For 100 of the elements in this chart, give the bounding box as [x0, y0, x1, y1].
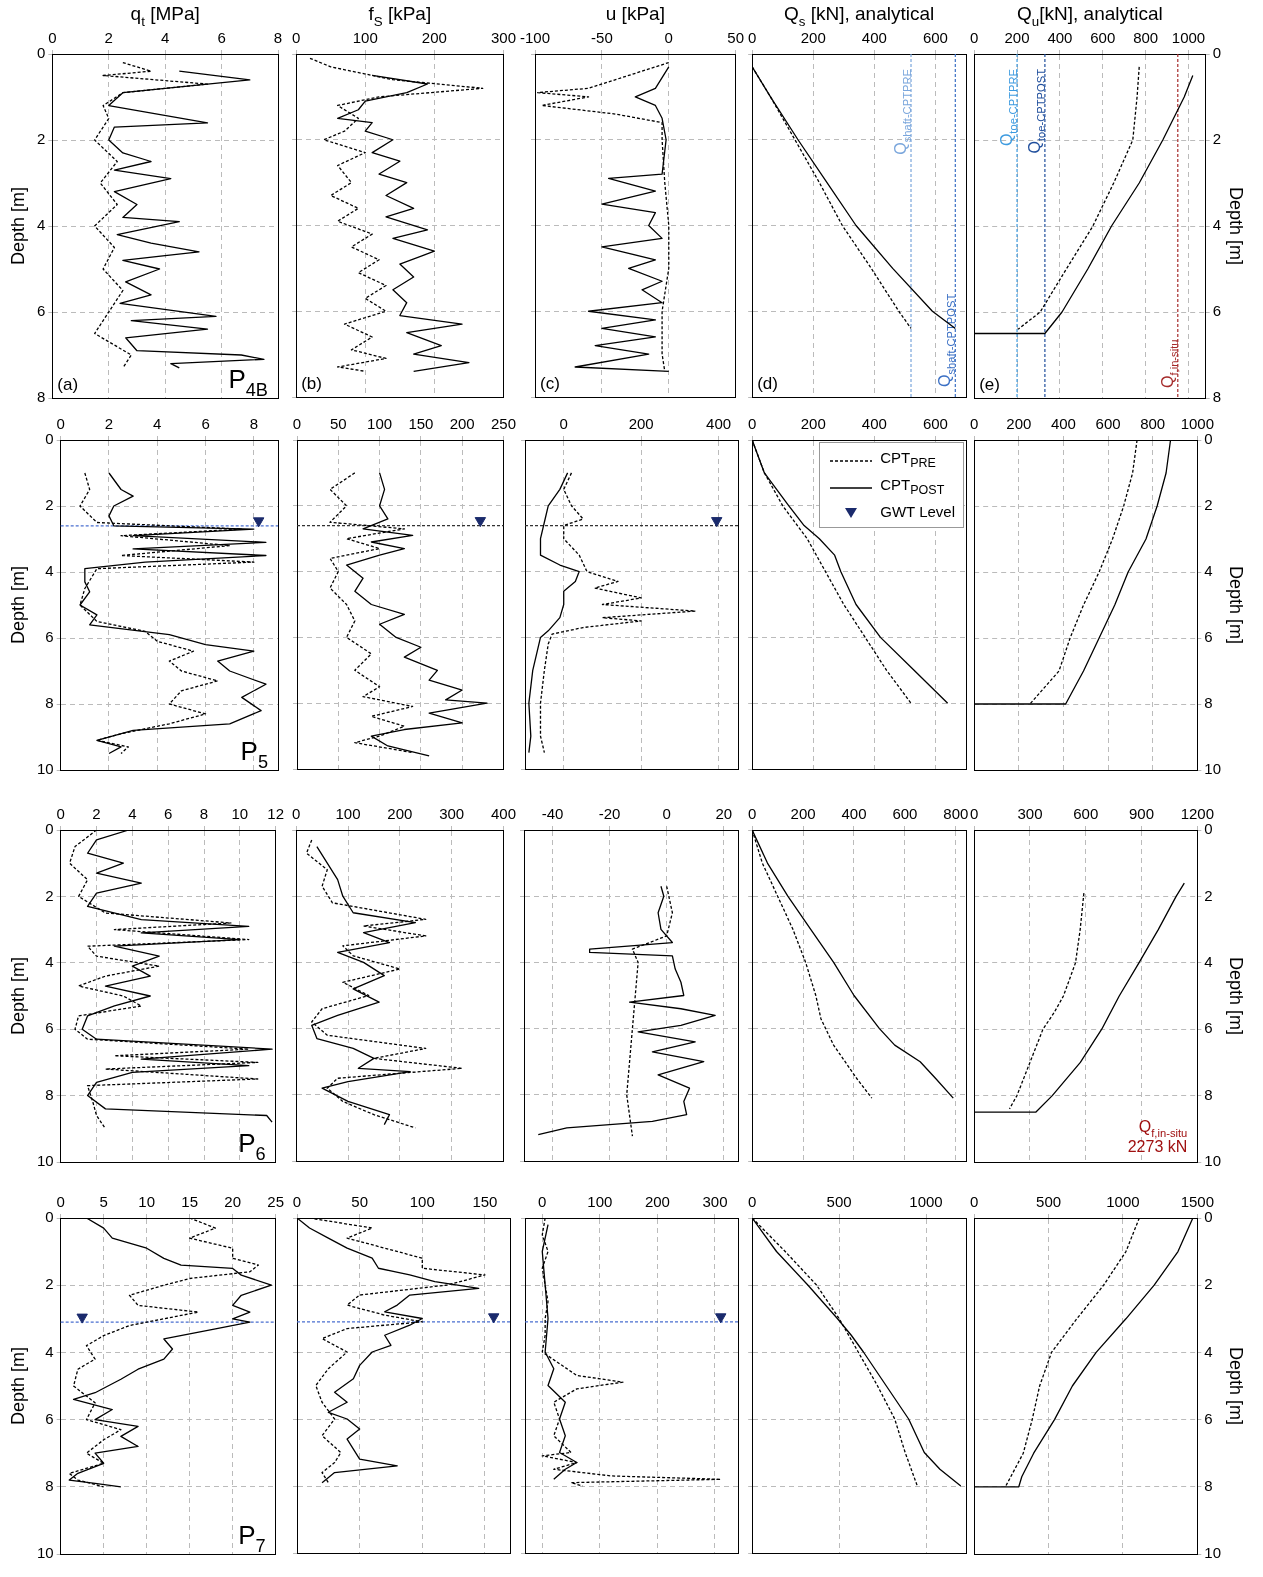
x-tick-label: 0 [662, 805, 671, 823]
x-tick-label: 200 [449, 415, 475, 433]
x-tick-label: 1000 [1171, 29, 1206, 47]
x-tick-label: 10 [231, 805, 249, 823]
x-tick-label: 150 [472, 1193, 498, 1211]
y-tick-label: 10 [1204, 760, 1221, 778]
text: (b) [301, 374, 322, 393]
x-tick-label: 20 [224, 1193, 242, 1211]
x-tick-label: 6 [201, 415, 210, 433]
y-tick-label: 0 [1212, 44, 1221, 62]
x-tick-label: 0 [664, 29, 673, 47]
x-tick-label: 400 [1050, 415, 1076, 433]
y-tick-label: 8 [1204, 1085, 1213, 1103]
x-axis-title: u [kPa] [605, 3, 665, 24]
y-tick-label: 2 [45, 1275, 54, 1293]
x-tick-label: 0 [292, 415, 302, 433]
y-tick-label: 6 [45, 1409, 54, 1427]
x-tick-label: 0 [292, 805, 301, 823]
ref-line-label: Qshaft-CPTPOST [936, 293, 958, 387]
x-tick-label: 50 [329, 415, 347, 433]
y-tick-label: 6 [45, 1019, 54, 1037]
y-tick-label: 2 [1204, 496, 1213, 514]
y-axis-title: Depth [m] [1226, 186, 1246, 266]
y-tick-label: 0 [1204, 430, 1213, 448]
x-tick-label: 0 [292, 29, 301, 47]
x-tick-label: 1000 [1180, 415, 1214, 433]
y-tick-label: 4 [45, 562, 54, 580]
annotation: 2273 kN [1127, 1138, 1188, 1155]
x-tick-label: 300 [439, 805, 465, 823]
ref-line-label: Qtoe-CPTPRE [998, 69, 1019, 147]
y-tick-label: 8 [37, 388, 46, 406]
x-tick-label: 0 [748, 805, 757, 823]
x-tick-label: 800 [943, 805, 969, 823]
legend-label: CPT$_{POST}$ [880, 475, 945, 499]
y-tick-label: 4 [37, 216, 46, 234]
x-tick-label: 600 [1095, 415, 1121, 433]
x-tick-label: 0 [56, 1193, 65, 1211]
x-tick-label: 0 [970, 805, 979, 823]
x-tick-label: 2 [92, 805, 101, 823]
text: (a) [57, 375, 79, 394]
legend-label: CPT$_{PRE}$ [880, 448, 936, 472]
y-axis-title: Depth [m] [8, 956, 28, 1036]
x-tick-label: 900 [1129, 805, 1155, 823]
x-tick-label: 100 [352, 29, 378, 47]
y-tick-label: 10 [37, 1544, 54, 1562]
x-tick-label: 100 [409, 1193, 435, 1211]
y-axis-title: Depth [m] [1226, 565, 1246, 645]
y-tick-label: 6 [1212, 302, 1221, 320]
y-tick-label: 2 [1212, 130, 1221, 148]
x-tick-label: -50 [591, 29, 613, 47]
y-axis-title: Depth [m] [8, 565, 28, 645]
x-tick-label: 12 [267, 805, 284, 823]
x-tick-label: 0 [559, 415, 568, 433]
x-tick-label: 0 [970, 415, 979, 433]
x-tick-label: 200 [790, 805, 816, 823]
x-tick-label: 2 [104, 29, 113, 47]
y-tick-label: 4 [45, 1342, 54, 1360]
text: (c) [540, 374, 560, 393]
x-tick-label: 4 [153, 415, 162, 433]
y-axis-title: Depth [m] [1226, 956, 1246, 1036]
x-tick-label: 300 [490, 29, 516, 47]
y-tick-label: 0 [1204, 820, 1213, 838]
x-tick-label: 200 [421, 29, 447, 47]
x-tick-label: 300 [702, 1193, 728, 1211]
y-tick-label: 2 [1204, 886, 1213, 904]
y-tick-label: 4 [1204, 1342, 1213, 1360]
x-tick-label: 4 [161, 29, 170, 47]
x-tick-label: 800 [1133, 29, 1159, 47]
ref-line-label: Qshaft-CPTPRE [892, 69, 913, 155]
x-tick-label: 600 [1073, 805, 1099, 823]
y-tick-label: 4 [45, 952, 54, 970]
y-tick-label: 4 [1204, 952, 1213, 970]
x-tick-label: 5 [99, 1193, 108, 1211]
x-tick-label: 15 [181, 1193, 199, 1211]
x-tick-label: 600 [922, 415, 948, 433]
y-tick-label: 0 [37, 44, 46, 62]
x-tick-label: 800 [1140, 415, 1166, 433]
x-tick-label: -20 [598, 805, 621, 823]
y-tick-label: 0 [1204, 1208, 1213, 1226]
x-tick-label: 400 [1047, 29, 1073, 47]
y-tick-label: 0 [45, 820, 54, 838]
x-tick-label: 1000 [1106, 1193, 1140, 1211]
y-tick-label: 6 [1204, 628, 1213, 646]
x-tick-label: 8 [249, 415, 259, 433]
x-tick-label: 600 [922, 29, 948, 47]
x-tick-label: 0 [292, 1193, 302, 1211]
x-tick-label: -40 [541, 805, 564, 823]
x-tick-label: 1000 [909, 1193, 943, 1211]
y-tick-label: 4 [1212, 216, 1221, 234]
y-tick-label: 8 [1204, 694, 1213, 712]
x-tick-label: 0 [538, 1193, 547, 1211]
x-tick-label: 150 [408, 415, 434, 433]
y-tick-label: 6 [45, 628, 54, 646]
x-tick-label: 500 [1036, 1193, 1062, 1211]
y-tick-label: 8 [1204, 1476, 1213, 1494]
x-tick-label: 6 [164, 805, 173, 823]
y-tick-label: 8 [1212, 388, 1221, 406]
x-tick-label: 100 [587, 1193, 613, 1211]
text: (d) [757, 374, 778, 393]
x-tick-label: 400 [861, 29, 887, 47]
